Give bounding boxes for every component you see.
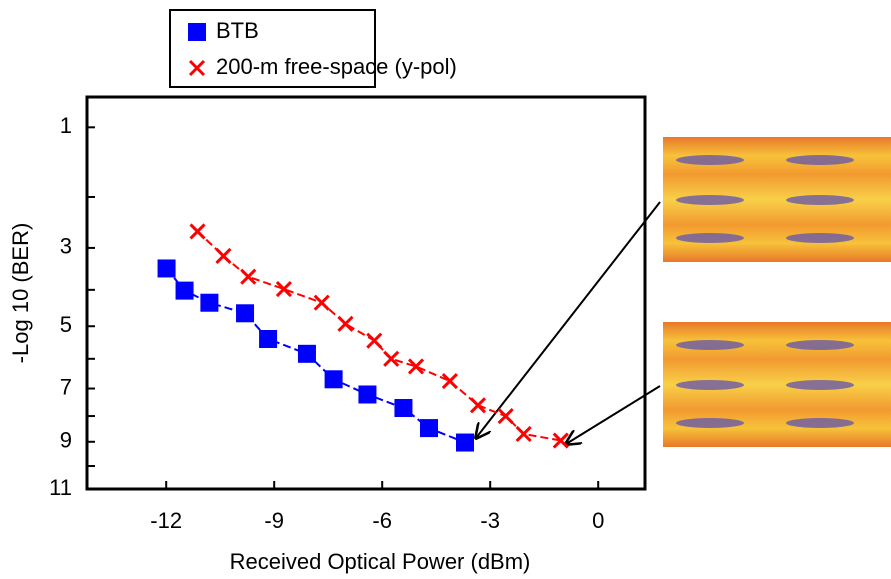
point	[277, 282, 291, 296]
x-axis-label: Received Optical Power (dBm)	[230, 549, 531, 574]
point	[338, 317, 352, 331]
point	[325, 370, 343, 388]
x-tick-label: -12	[150, 508, 182, 533]
series	[158, 259, 474, 451]
point	[241, 270, 255, 284]
series	[191, 224, 568, 447]
point	[394, 399, 412, 417]
legend-label: BTB	[216, 18, 259, 43]
point	[517, 427, 531, 441]
plot-frame	[87, 97, 645, 489]
legend-marker	[188, 23, 206, 41]
eye-diagram-top	[663, 137, 891, 262]
y-tick-label: 9	[60, 428, 72, 453]
point	[236, 304, 254, 322]
point	[409, 359, 423, 373]
point	[259, 330, 277, 348]
x-tick-label: -3	[480, 508, 500, 533]
legend-entry: 200-m free-space (y-pol)	[190, 54, 457, 79]
point	[315, 296, 329, 310]
point	[358, 385, 376, 403]
eye-diagram-bottom	[663, 322, 891, 447]
y-tick-label: 5	[60, 312, 72, 337]
y-axis-label: -Log 10 (BER)	[8, 223, 33, 364]
y-tick-label: 7	[60, 374, 72, 399]
point	[216, 249, 230, 263]
x-tick-label: -6	[372, 508, 392, 533]
point	[298, 345, 316, 363]
point	[456, 434, 474, 452]
chart: Received Optical Power (dBm) -Log 10 (BE…	[0, 0, 891, 574]
point	[191, 224, 205, 238]
x-tick-label: 0	[592, 508, 604, 533]
legend-label: 200-m free-space (y-pol)	[216, 54, 457, 79]
y-tick-label: 3	[60, 234, 72, 259]
point	[471, 398, 485, 412]
point	[420, 419, 438, 437]
point	[176, 282, 194, 300]
point	[200, 294, 218, 312]
point	[158, 259, 176, 277]
x-tick-label: -9	[264, 508, 284, 533]
point	[384, 352, 398, 366]
point	[367, 334, 381, 348]
point	[499, 409, 513, 423]
point	[443, 374, 457, 388]
y-tick-label: 11	[49, 475, 72, 500]
y-tick-label: 1	[60, 113, 72, 138]
